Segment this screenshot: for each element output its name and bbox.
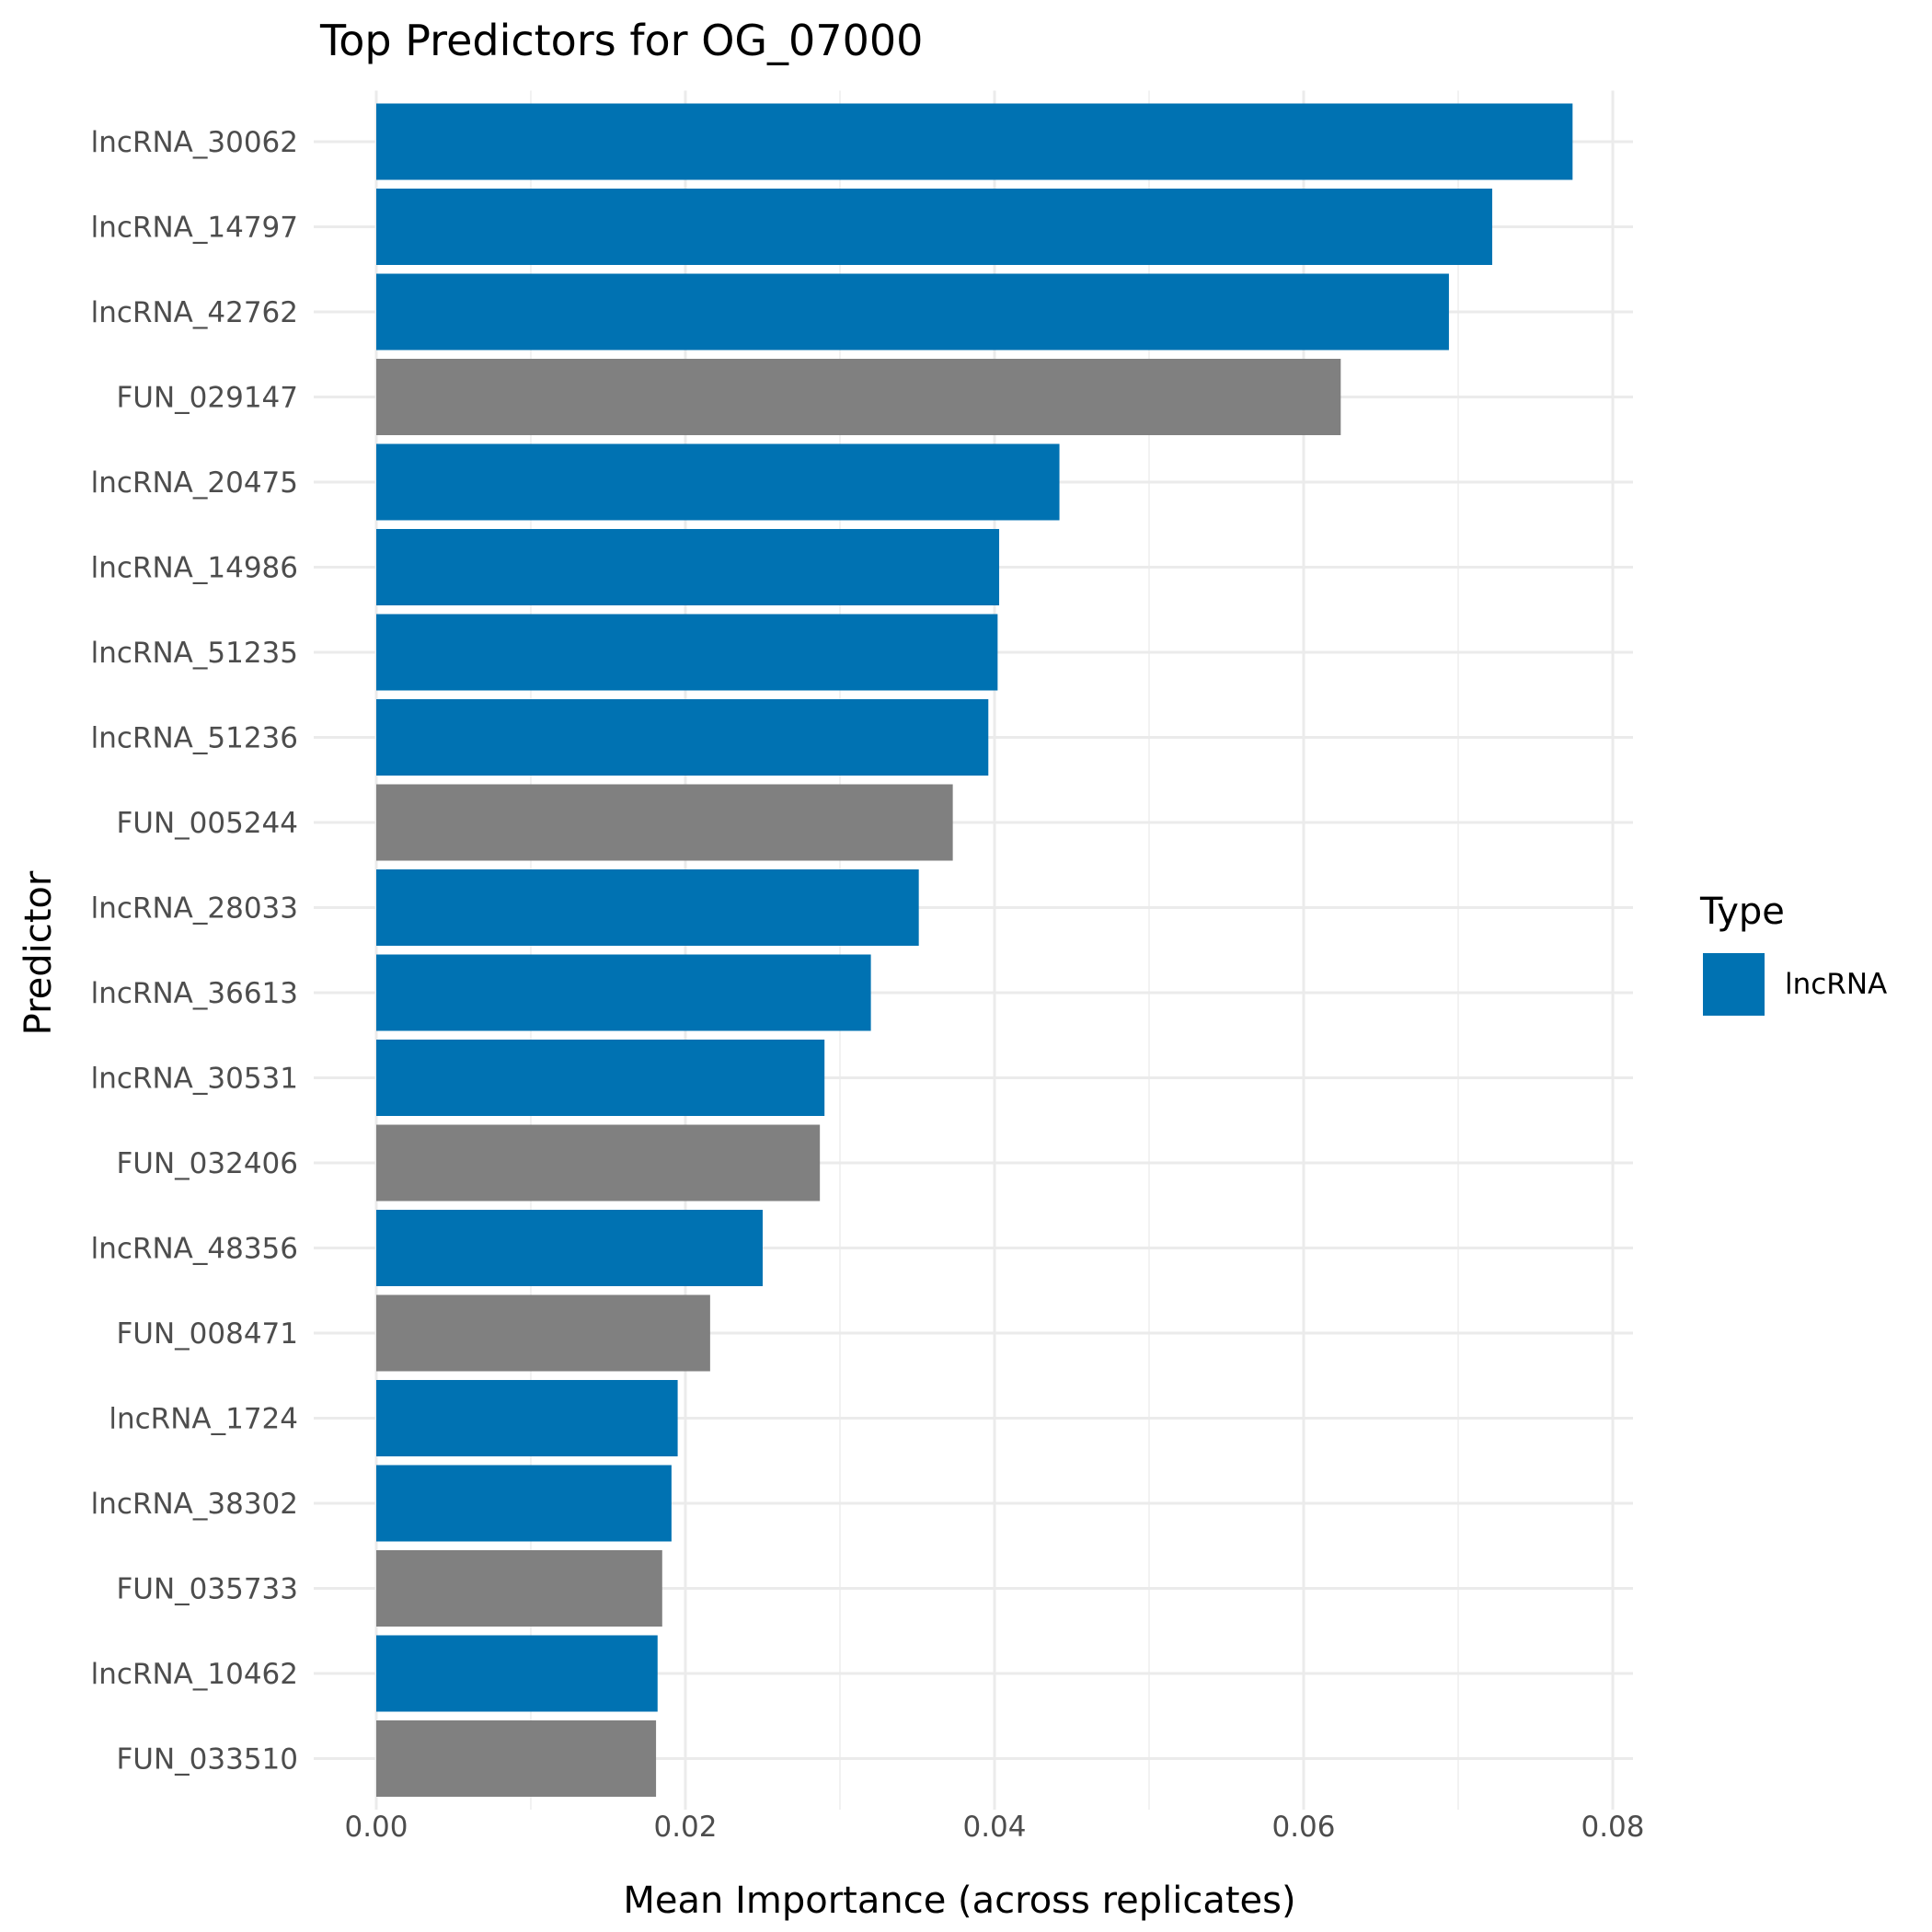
bar-fun_032406 — [376, 1124, 821, 1202]
y-tick-label: FUN_035733 — [116, 1573, 298, 1606]
y-tick-label: FUN_008471 — [116, 1317, 298, 1351]
bar-lncrna_48356 — [376, 1210, 763, 1286]
legend: Type lncRNA — [1699, 891, 1887, 1016]
x-axis-ticks: 0.00 0.02 0.04 0.06 0.08 — [344, 1811, 1644, 1844]
y-tick-label: FUN_029147 — [116, 382, 298, 415]
y-axis-title: Predictor — [17, 870, 60, 1035]
bar-fun_033510 — [376, 1720, 657, 1797]
bar-lncrna_28033 — [376, 869, 919, 946]
bar-lncrna_51235 — [376, 614, 998, 691]
bar-lncrna_30531 — [376, 1040, 825, 1116]
y-tick-label: lncRNA_51236 — [91, 722, 298, 755]
x-tick-label: 0.00 — [344, 1811, 408, 1844]
y-tick-label: lncRNA_20475 — [91, 466, 298, 500]
bar-lncrna_36613 — [376, 954, 871, 1031]
legend-title: Type — [1699, 891, 1785, 933]
y-tick-label: lncRNA_38302 — [91, 1488, 298, 1521]
x-tick-label: 0.04 — [962, 1811, 1026, 1844]
bar-lncrna_1724 — [376, 1380, 678, 1456]
bar-lncrna_14986 — [376, 529, 1000, 605]
x-tick-label: 0.06 — [1271, 1811, 1335, 1844]
bar-lncrna_42762 — [376, 273, 1449, 351]
bar-lncrna_51236 — [376, 699, 989, 776]
y-tick-label: lncRNA_36613 — [91, 977, 298, 1010]
y-tick-label: lncRNA_42762 — [91, 296, 298, 329]
x-tick-label: 0.02 — [653, 1811, 717, 1844]
bar-lncrna_14797 — [376, 189, 1492, 265]
bar-fun_008471 — [376, 1294, 710, 1372]
y-tick-label: FUN_032406 — [116, 1147, 298, 1180]
bar-fun_035733 — [376, 1550, 662, 1627]
y-tick-label: lncRNA_48356 — [91, 1233, 298, 1266]
bar-lncrna_10462 — [376, 1635, 658, 1712]
y-tick-label: lncRNA_14986 — [91, 552, 298, 585]
bar-lncrna_20475 — [376, 443, 1060, 521]
legend-label-lncrna: lncRNA — [1785, 968, 1887, 1001]
bar-lncrna_38302 — [376, 1465, 672, 1542]
y-tick-label: lncRNA_51235 — [91, 637, 298, 670]
x-axis-title: Mean Importance (across replicates) — [623, 1880, 1295, 1922]
legend-swatch-lncrna — [1703, 953, 1765, 1016]
y-tick-label: FUN_033510 — [116, 1743, 298, 1777]
bar-fun_005244 — [376, 784, 953, 861]
bar-fun_029147 — [376, 359, 1341, 435]
y-tick-label: lncRNA_1724 — [109, 1403, 298, 1436]
y-tick-label: FUN_005244 — [116, 807, 298, 840]
y-tick-label: lncRNA_30062 — [91, 126, 298, 159]
y-axis-ticks: lncRNA_30062 lncRNA_14797 lncRNA_42762 FUN_… — [91, 126, 298, 1777]
chart-title: Top Predictors for OG_07000 — [319, 16, 923, 65]
y-tick-label: lncRNA_10462 — [91, 1658, 298, 1691]
bars — [376, 103, 1573, 1797]
y-tick-label: lncRNA_30531 — [91, 1063, 298, 1096]
y-tick-label: lncRNA_28033 — [91, 892, 298, 926]
x-tick-label: 0.08 — [1581, 1811, 1644, 1844]
bar-lncrna_30062 — [376, 103, 1573, 180]
y-tick-label: lncRNA_14797 — [91, 212, 298, 245]
